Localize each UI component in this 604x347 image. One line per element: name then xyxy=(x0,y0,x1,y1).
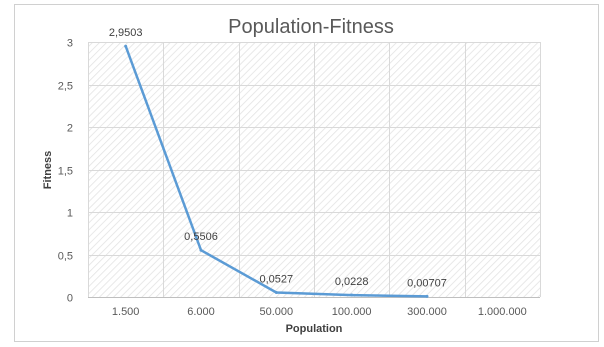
y-tick-label: 1,5 xyxy=(58,166,73,178)
data-label: 0,0527 xyxy=(260,274,294,286)
data-point xyxy=(274,291,278,295)
x-tick-label: 1.000.000 xyxy=(478,306,527,318)
y-tick-label: 1 xyxy=(67,208,73,220)
gridlines xyxy=(88,42,541,298)
x-axis-title: Population xyxy=(286,323,343,335)
data-label: 0,0228 xyxy=(335,276,369,288)
x-tick-label: 50.000 xyxy=(260,306,294,318)
series-layer xyxy=(124,44,429,298)
data-labels: 2,9503 0,5506 0,0527 0,0228 0,00707 xyxy=(109,27,447,289)
x-tick-label: 1.500 xyxy=(112,306,140,318)
y-axis-ticks: 0 0,5 1 1,5 2 2,5 3 xyxy=(58,38,73,305)
y-tick-label: 3 xyxy=(67,38,73,50)
y-axis-title: Fitness xyxy=(42,151,54,190)
data-point xyxy=(199,248,203,252)
data-label: 2,9503 xyxy=(109,27,143,39)
data-point xyxy=(124,44,128,48)
chart-title: Population-Fitness xyxy=(228,16,394,38)
x-axis-ticks: 1.500 6.000 50.000 100.000 300.000 1.000.000 xyxy=(112,306,527,318)
data-point xyxy=(350,293,354,297)
y-tick-label: 2 xyxy=(67,123,73,135)
y-tick-label: 0,5 xyxy=(58,251,73,263)
x-tick-label: 6.000 xyxy=(187,306,215,318)
data-label: 0,5506 xyxy=(184,231,218,243)
y-tick-label: 0 xyxy=(67,293,73,305)
x-tick-label: 300.000 xyxy=(407,306,447,318)
x-tick-label: 100.000 xyxy=(332,306,372,318)
data-point xyxy=(425,294,429,298)
data-label: 0,00707 xyxy=(407,277,447,289)
y-tick-label: 2,5 xyxy=(58,81,73,93)
